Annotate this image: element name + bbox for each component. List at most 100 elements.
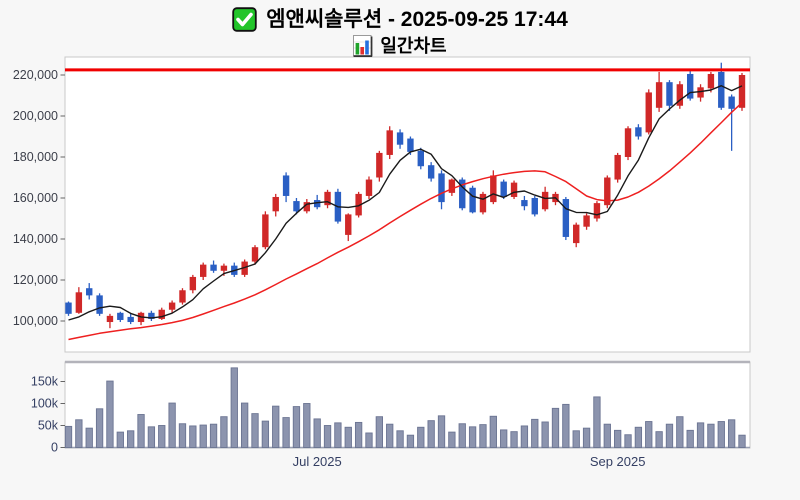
volume-bar	[738, 434, 746, 448]
volume-bar	[655, 431, 663, 448]
volume-bar	[572, 430, 580, 448]
volume-bar	[158, 425, 166, 448]
candle-body	[573, 224, 580, 244]
volume-bar	[696, 422, 705, 448]
candle-body	[562, 199, 570, 237]
candle-body	[262, 214, 269, 248]
volume-axis-label: 50k	[38, 419, 59, 433]
volume-bar	[365, 432, 373, 448]
volume-bar	[147, 426, 156, 448]
price-axis: 220,000 200,000 180,000 160,000 140,000 120,0…	[13, 68, 65, 328]
volume-bar	[354, 421, 363, 448]
volume-bar	[251, 413, 259, 448]
candle-body	[365, 179, 373, 196]
chart-subtitle: 일간차트	[380, 36, 447, 56]
candle-body	[407, 138, 414, 152]
volume-bar	[603, 423, 611, 448]
volume-bar	[168, 402, 176, 448]
volume-bar	[137, 414, 145, 448]
volume-bar	[634, 426, 643, 448]
candle-body	[479, 193, 487, 213]
volume-bar	[292, 406, 301, 448]
volume-bar	[375, 416, 383, 448]
volume-bar	[272, 405, 280, 448]
volume-bar	[417, 426, 425, 448]
volume-bar	[323, 425, 332, 448]
candle-body	[583, 215, 590, 227]
volume-axis-label: 150k	[31, 375, 59, 389]
volume-bar	[386, 423, 394, 448]
volume-bar	[189, 425, 197, 448]
candle-body	[117, 312, 124, 320]
volume-bar	[707, 423, 715, 448]
price-panel	[64, 56, 751, 353]
volume-bar	[510, 431, 518, 448]
volume-bar	[614, 429, 622, 448]
candle-body	[168, 302, 176, 310]
volume-bar	[479, 424, 487, 448]
volume-bar	[199, 424, 207, 448]
candle-body	[738, 75, 746, 108]
candle-body	[448, 179, 456, 193]
candle-body	[541, 191, 549, 210]
volume-bar	[717, 421, 725, 448]
candle-body	[645, 92, 652, 133]
volume-bar	[344, 426, 352, 448]
volume-axis: 150k 100k 50k 0	[31, 375, 65, 455]
candle-body	[676, 84, 684, 106]
candle-body	[251, 247, 259, 262]
volume-bar	[665, 423, 674, 448]
title-row: 엠앤씨솔루션 - 2025-09-25 17:44	[0, 5, 800, 34]
candle-body	[324, 191, 331, 206]
volume-bar	[541, 421, 549, 448]
candle-body	[604, 177, 611, 206]
candle-body	[210, 264, 217, 271]
candle-body	[386, 130, 393, 155]
volume-bar	[106, 380, 114, 448]
candle-body	[510, 182, 518, 197]
candle-body	[624, 128, 632, 157]
chart-header: 엠앤씨솔루션 - 2025-09-25 17:44 일간차트	[0, 5, 800, 58]
volume-bar	[64, 425, 73, 448]
candle-body	[593, 203, 601, 219]
candle-body	[200, 264, 207, 277]
price-axis-label: 120,000	[13, 273, 58, 287]
candle-body	[313, 200, 321, 208]
candle-body	[614, 154, 621, 180]
volume-bar	[645, 421, 653, 448]
volume-bar	[468, 426, 477, 448]
candle-body	[635, 127, 642, 137]
price-axis-label: 160,000	[13, 191, 58, 205]
price-axis-label: 140,000	[13, 232, 58, 246]
candle-body	[282, 175, 290, 196]
volume-bars	[64, 367, 746, 448]
green-checkbox-icon	[232, 7, 257, 32]
candle-body	[75, 292, 83, 313]
volume-bar	[593, 396, 601, 448]
candle-body	[438, 173, 445, 203]
candle-body	[427, 165, 435, 179]
bar-chart-icon	[353, 35, 373, 57]
volume-bar	[427, 420, 435, 448]
date-axis-label: Jul 2025	[293, 454, 342, 469]
candle-body	[459, 179, 466, 209]
volume-bar	[230, 367, 238, 448]
candle-body	[345, 214, 352, 235]
candle-body	[417, 150, 424, 167]
volume-axis-label: 100k	[31, 397, 59, 411]
volume-bar	[220, 416, 228, 448]
volume-bar	[562, 403, 570, 448]
date-axis-label: Sep 2025	[590, 454, 646, 469]
volume-bar	[95, 408, 104, 448]
candle-body	[65, 302, 72, 314]
volume-bar	[551, 407, 560, 448]
volume-bar	[624, 434, 632, 448]
volume-bar	[261, 420, 270, 448]
candle-body	[396, 132, 404, 145]
volume-bar	[406, 434, 415, 448]
volume-bar	[75, 419, 83, 448]
volume-bar	[178, 423, 187, 448]
candle-body	[96, 295, 103, 314]
